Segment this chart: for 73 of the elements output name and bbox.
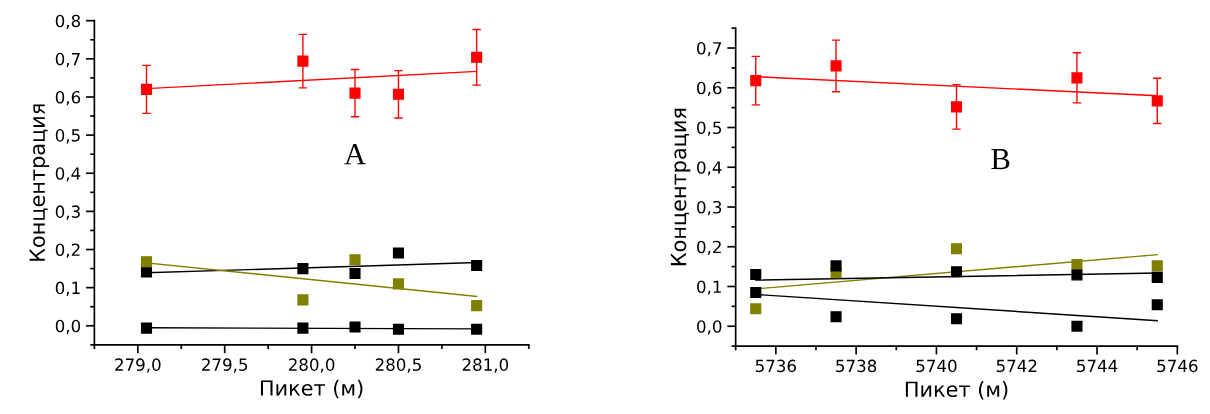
x-axis-title: Пикет (м)	[260, 379, 363, 399]
point	[950, 101, 963, 113]
point	[950, 266, 963, 278]
y-tick-label: 0,1	[55, 281, 80, 296]
y-tick-label: 0,3	[55, 205, 80, 220]
y-tick-label: 0,2	[697, 240, 721, 256]
point	[297, 322, 309, 334]
x-tick-label: 279,0	[115, 358, 161, 373]
point	[392, 88, 405, 100]
point	[297, 263, 309, 275]
point	[471, 259, 483, 272]
x-tick-label: 280,0	[288, 358, 335, 373]
y-tick-label: 0,8	[55, 14, 81, 29]
y-tick-label: 0,3	[697, 200, 722, 216]
point	[1151, 260, 1163, 272]
point	[349, 267, 361, 280]
x-tick-label: 279,5	[202, 358, 248, 373]
x-tick-label: 5744	[1077, 359, 1118, 373]
y-tick-label: 0,5	[697, 121, 722, 136]
x-tick-label: 5742	[996, 359, 1037, 373]
point	[140, 322, 153, 334]
point	[140, 266, 153, 278]
point	[392, 323, 405, 335]
point	[471, 300, 483, 312]
x-tick-label: 5736	[755, 359, 796, 373]
x-tick-label: 5740	[916, 359, 957, 373]
point	[297, 294, 309, 306]
point	[392, 278, 405, 290]
point	[1151, 271, 1163, 283]
point	[349, 321, 361, 333]
point	[392, 247, 405, 259]
y-tick-label: 0,7	[55, 52, 80, 68]
point	[750, 286, 762, 299]
x-tick-label: 5746	[1157, 359, 1198, 373]
point	[471, 51, 483, 63]
point	[830, 60, 842, 72]
y-tick-label: 0,0	[55, 319, 81, 335]
point	[950, 243, 963, 255]
point	[1071, 269, 1083, 281]
point	[750, 303, 762, 315]
y-tick-label: 0,7	[697, 41, 722, 57]
point	[1071, 72, 1083, 84]
y-tick-label: 0,0	[697, 320, 722, 335]
annotation: A	[344, 144, 366, 165]
y-axis-title: Концентрация	[670, 108, 691, 266]
point	[349, 254, 361, 266]
point	[750, 269, 762, 281]
point	[830, 260, 842, 272]
x-tick-label: 281,0	[462, 358, 509, 373]
point	[1071, 320, 1083, 332]
point	[140, 256, 153, 268]
point	[830, 311, 842, 323]
x-tick-label: 280,5	[375, 358, 421, 373]
point	[1151, 95, 1163, 107]
x-axis-title: Пикет (м)	[905, 381, 1008, 400]
y-tick-label: 0,2	[55, 243, 80, 258]
y-tick-label: 0,4	[55, 167, 81, 182]
point	[1151, 299, 1163, 311]
y-tick-label: 0,4	[697, 161, 722, 176]
point	[750, 75, 762, 87]
point	[1071, 259, 1083, 271]
x-tick-label: 5738	[836, 359, 877, 373]
point	[140, 83, 153, 95]
point	[471, 323, 483, 335]
point	[349, 87, 361, 99]
point	[950, 313, 963, 325]
y-tick-label: 0,1	[697, 280, 721, 295]
y-axis-title: Концентрация	[29, 104, 50, 261]
point	[297, 55, 309, 67]
annotation: B	[991, 149, 1010, 170]
y-tick-label: 0,5	[55, 129, 80, 144]
y-tick-label: 0,6	[55, 90, 81, 106]
y-tick-label: 0,6	[697, 81, 722, 97]
